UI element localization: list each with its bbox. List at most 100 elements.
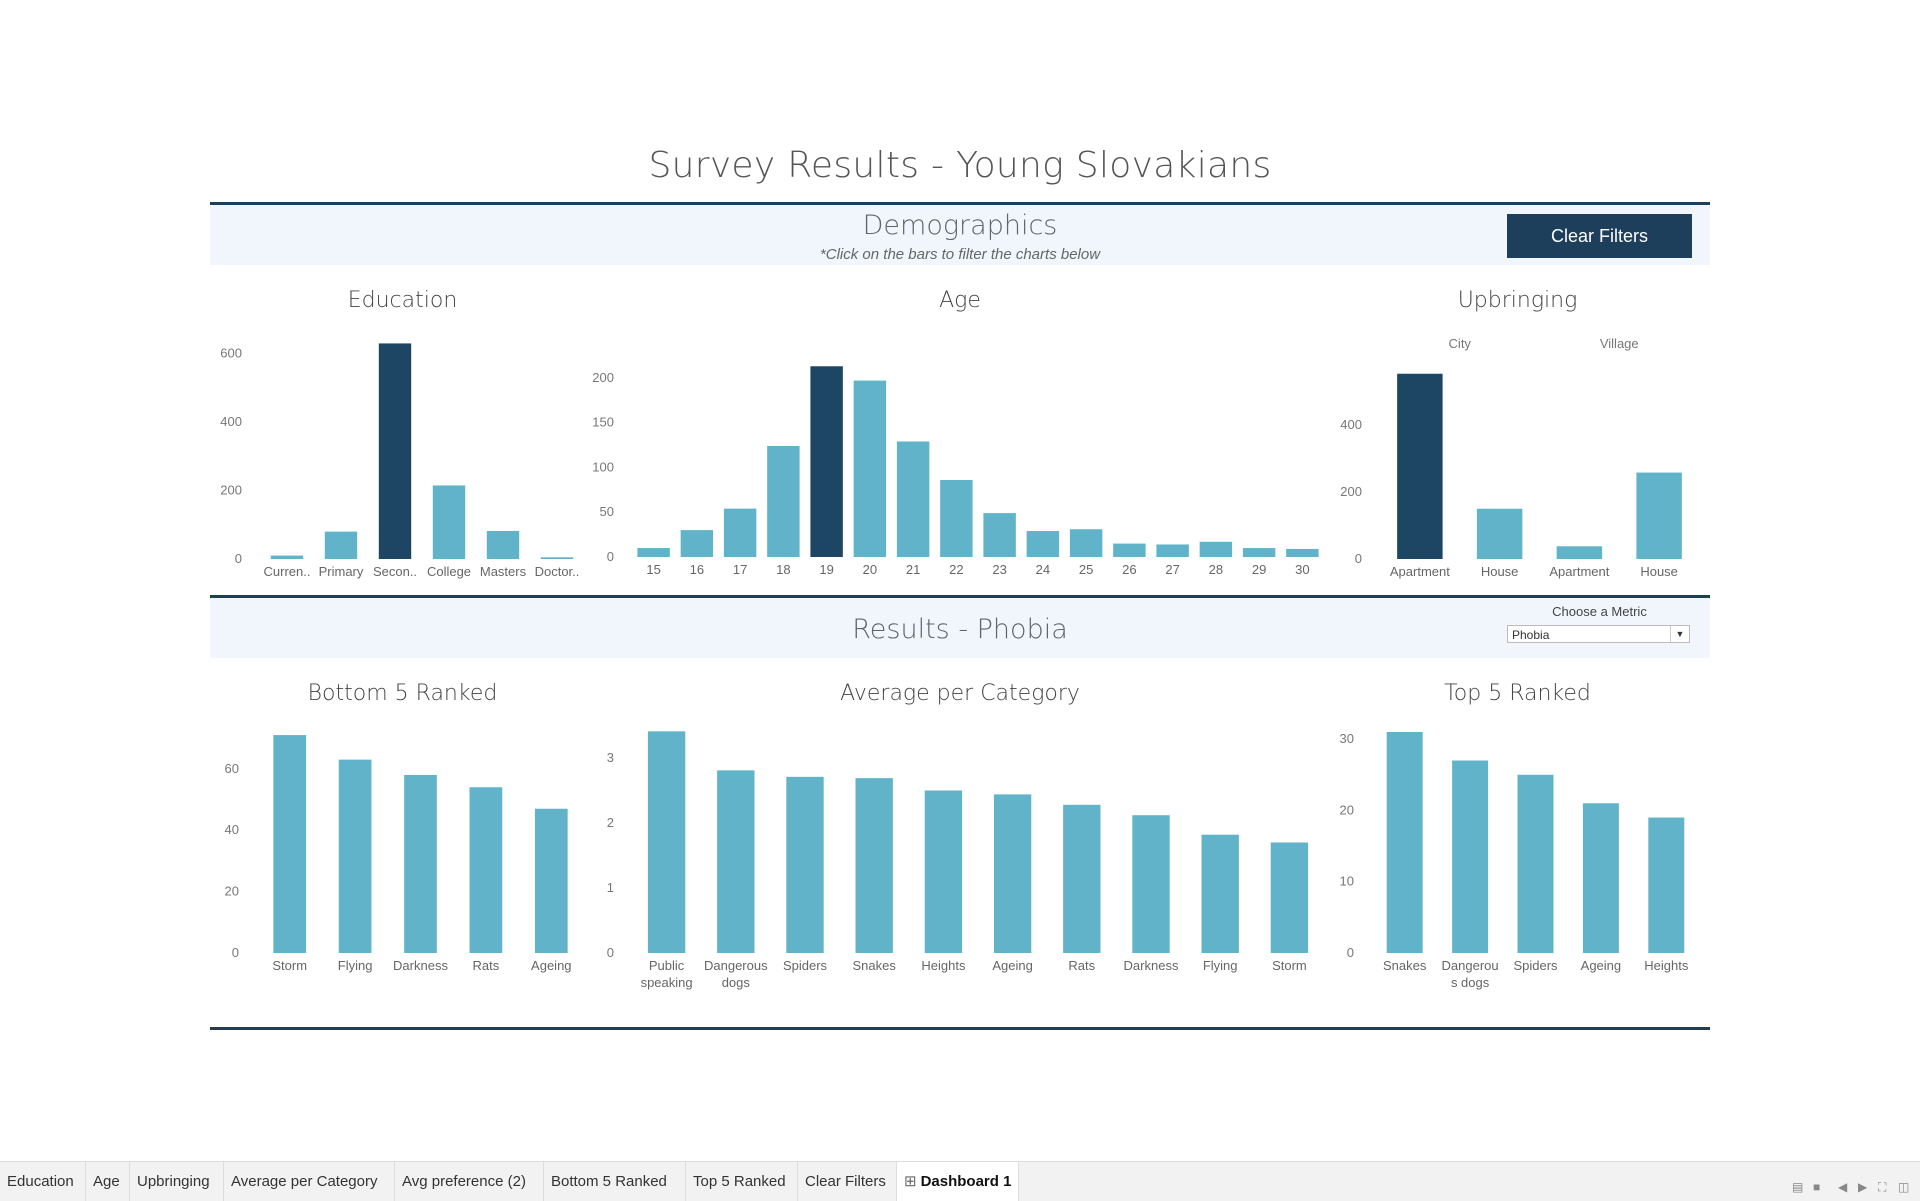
upbringing-bar[interactable] [1476, 508, 1523, 559]
bottom5-bar[interactable] [338, 759, 372, 953]
upbringing-xtick: House [1481, 564, 1519, 579]
education-chart-title: Education [347, 288, 458, 313]
avg-xtick: Dangerous dogs [704, 958, 768, 990]
results-title: Results - Phobia [852, 614, 1068, 645]
age-ytick: 200 [592, 370, 614, 385]
sheet-tab[interactable]: Top 5 Ranked [686, 1162, 798, 1201]
sheet-tab-label: Upbringing [137, 1173, 210, 1190]
sheet-tab[interactable]: Bottom 5 Ranked [544, 1162, 686, 1201]
age-xtick: 21 [906, 562, 920, 577]
age-ytick: 50 [600, 504, 614, 519]
sheet-tab-label: Average per Category [231, 1173, 378, 1190]
top5-bar[interactable] [1517, 774, 1554, 953]
education-bar[interactable] [270, 555, 304, 559]
sheet-tab[interactable]: ⊞ Dashboard 1 [897, 1162, 1019, 1201]
top5-ytick: 20 [1340, 802, 1354, 817]
upbringing-chart: 0 200 400 Apartment House Apartment House City V… [1340, 336, 1682, 579]
age-bar[interactable] [1069, 529, 1103, 557]
bottom5-bar[interactable] [273, 735, 307, 953]
avg-bar[interactable] [647, 731, 686, 953]
clear-filters-button[interactable]: Clear Filters [1507, 214, 1692, 258]
bottom5-ytick: 40 [225, 822, 239, 837]
results-header [210, 598, 1710, 658]
age-bar[interactable] [940, 479, 973, 557]
age-ytick: 0 [607, 549, 614, 564]
sheet-tab-label: Top 5 Ranked [693, 1173, 786, 1190]
bottom5-bar[interactable] [404, 774, 437, 953]
top5-ytick: 30 [1340, 731, 1354, 746]
age-bar[interactable] [983, 513, 1016, 557]
sheet-tab[interactable]: Clear Filters [798, 1162, 897, 1201]
bottom5-ytick: 20 [225, 884, 239, 899]
chevron-down-icon[interactable]: ▼ [1670, 626, 1689, 642]
age-bar[interactable] [1286, 548, 1319, 557]
top5-bar[interactable] [1386, 732, 1423, 953]
sheet-tab[interactable]: Upbringing [130, 1162, 224, 1201]
avg-bar[interactable] [993, 794, 1032, 953]
age-bar[interactable] [810, 366, 843, 557]
bottom5-bar[interactable] [469, 787, 503, 953]
age-xtick: 17 [733, 562, 747, 577]
avg-bar[interactable] [1132, 815, 1170, 953]
top5-chart-title: Top 5 Ranked [1444, 681, 1591, 706]
education-bar[interactable] [540, 557, 574, 559]
age-xtick: 15 [646, 562, 660, 577]
education-bar[interactable] [378, 343, 412, 559]
avg-bar[interactable] [717, 770, 755, 953]
next-sheet-icon[interactable]: ▶ [1858, 1180, 1868, 1194]
education-bar[interactable] [432, 485, 466, 559]
age-bar[interactable] [1242, 548, 1276, 557]
top5-bar[interactable] [1452, 760, 1489, 953]
avg-bar[interactable] [924, 790, 963, 954]
metric-dropdown[interactable]: Phobia ▼ [1507, 625, 1690, 643]
top5-bar[interactable] [1582, 803, 1619, 953]
avg-ytick: 0 [607, 945, 614, 960]
age-ytick: 100 [592, 459, 614, 474]
filmstrip-icon[interactable]: ■ [1813, 1180, 1821, 1194]
fullscreen-icon[interactable]: ⛶ [1878, 1180, 1887, 1194]
avg-xtick: Spiders [783, 958, 828, 973]
show-sheets-icon[interactable]: ▤ [1792, 1180, 1804, 1194]
education-xtick: Masters [480, 564, 527, 579]
education-bar[interactable] [324, 531, 358, 559]
sheet-tab[interactable]: Age [86, 1162, 130, 1201]
present-icon[interactable]: ◫ [1898, 1180, 1910, 1194]
avg-bar[interactable] [855, 778, 893, 953]
metric-dropdown-value: Phobia [1512, 628, 1550, 642]
upbringing-xtick: House [1640, 564, 1678, 579]
top5-bar[interactable] [1648, 817, 1685, 953]
sheet-tab[interactable]: Average per Category [224, 1162, 395, 1201]
avg-bar[interactable] [1270, 842, 1309, 954]
upbringing-bar[interactable] [1556, 546, 1603, 559]
age-bar[interactable] [637, 548, 670, 557]
age-bar[interactable] [1199, 541, 1233, 557]
avg-xtick: Flying [1203, 958, 1238, 973]
age-bar[interactable] [1113, 543, 1146, 557]
prev-sheet-icon[interactable]: ◀ [1838, 1180, 1848, 1194]
bottom-divider [210, 1027, 1710, 1030]
avg-bar[interactable] [1063, 804, 1101, 953]
age-bar[interactable] [896, 441, 930, 557]
avg-bar[interactable] [786, 776, 824, 953]
age-xtick: 18 [776, 562, 790, 577]
age-bar[interactable] [767, 445, 800, 557]
age-chart-title: Age [939, 288, 981, 313]
bottom5-bar[interactable] [534, 808, 568, 953]
age-bar[interactable] [853, 380, 887, 557]
sheet-tab-label: Clear Filters [805, 1173, 886, 1190]
top5-xtick: Heights [1644, 958, 1689, 973]
age-bar[interactable] [680, 530, 714, 557]
upbringing-bar[interactable] [1397, 373, 1443, 559]
avg-xtick: Storm [1272, 958, 1307, 973]
sheet-tab[interactable]: Education [0, 1162, 86, 1201]
sheet-tab[interactable]: Avg preference (2) [395, 1162, 544, 1201]
avg-bar[interactable] [1201, 834, 1239, 953]
upbringing-xtick: Apartment [1390, 564, 1450, 579]
age-bar[interactable] [1156, 544, 1189, 557]
upbringing-bar[interactable] [1636, 472, 1682, 559]
age-bar[interactable] [723, 508, 757, 557]
age-bar[interactable] [1026, 531, 1060, 557]
age-xtick: 22 [949, 562, 963, 577]
education-bar[interactable] [486, 530, 520, 559]
age-xtick: 28 [1209, 562, 1223, 577]
